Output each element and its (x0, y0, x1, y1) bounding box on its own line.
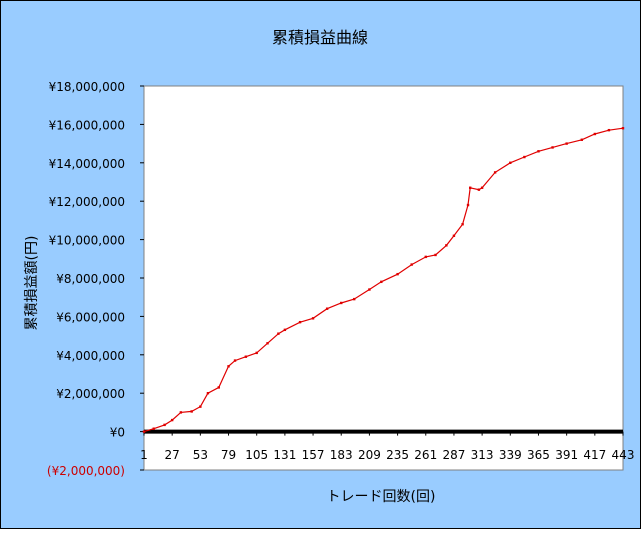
data-point (593, 132, 597, 136)
y-tick-label: (¥2,000,000) (47, 464, 125, 478)
x-tick-label: 131 (273, 448, 296, 462)
data-point (509, 161, 512, 164)
data-point (410, 263, 413, 266)
x-tick-label: 157 (302, 448, 325, 462)
y-axis-label: 累積損益額(円) (24, 236, 40, 331)
data-point (190, 410, 193, 413)
data-point (142, 430, 146, 433)
data-point (607, 128, 611, 132)
x-tick-label: 79 (221, 448, 236, 462)
series-layer (142, 127, 625, 434)
y-tick-label: ¥12,000,000 (49, 195, 125, 209)
cumulative-pl-line (143, 127, 624, 433)
x-axis-label: トレード回数(回) (327, 489, 436, 505)
x-tick-label: 261 (414, 448, 437, 462)
x-tick-label: 443 (612, 448, 635, 462)
data-point (199, 405, 202, 408)
data-point (353, 297, 356, 301)
data-point (477, 188, 481, 191)
x-tick-label: 53 (193, 448, 208, 462)
x-tick-label: 417 (583, 448, 606, 462)
x-tick-label: 391 (555, 448, 578, 462)
data-point (461, 223, 464, 226)
x-tick-label: 339 (499, 448, 522, 462)
y-tick-label: ¥16,000,000 (49, 118, 125, 132)
data-point (170, 418, 174, 422)
y-tick-label: ¥6,000,000 (56, 310, 125, 324)
data-point (434, 253, 437, 257)
data-point (298, 320, 302, 324)
data-point (537, 150, 540, 153)
x-tick-label: 235 (386, 448, 409, 462)
data-point (266, 342, 269, 345)
data-point (340, 301, 343, 305)
y-tick-label: ¥8,000,000 (56, 272, 125, 286)
chart-title: 累積損益曲線 (272, 28, 368, 47)
data-point (179, 411, 183, 414)
data-point (452, 234, 456, 237)
data-point (396, 272, 399, 276)
data-point (311, 317, 315, 320)
x-tick-label: 105 (245, 448, 268, 462)
data-point (277, 332, 280, 335)
data-point (255, 351, 258, 355)
data-point (233, 359, 237, 362)
x-tick-label: 183 (330, 448, 353, 462)
x-tick-label: 27 (165, 448, 180, 462)
data-point (152, 427, 155, 430)
x-tick-label: 1 (140, 448, 148, 462)
plot-area (143, 85, 624, 471)
y-tick-label: ¥4,000,000 (56, 349, 125, 363)
data-point (325, 307, 329, 310)
data-point (480, 186, 484, 189)
data-point (206, 392, 210, 395)
data-point (283, 328, 287, 332)
data-point (445, 244, 448, 247)
data-point (368, 288, 371, 291)
data-point (227, 365, 230, 368)
y-tick-label: ¥18,000,000 (49, 80, 125, 94)
data-point (621, 127, 625, 130)
y-tick-label: ¥14,000,000 (49, 157, 125, 171)
x-tick-label: 365 (527, 448, 550, 462)
x-axis-ticks: 1 27 53 79 105 131 157 183 209 235 261 287 313 339 365… (140, 431, 635, 462)
data-point (163, 423, 166, 427)
data-point (424, 255, 427, 259)
data-point (565, 142, 568, 145)
y-tick-label: ¥0 (110, 426, 125, 440)
y-tick-label: ¥2,000,000 (56, 387, 125, 401)
data-point (380, 280, 383, 284)
data-point (468, 186, 472, 189)
data-point (244, 355, 248, 358)
cumulative-pl-points (142, 127, 625, 433)
data-point (217, 386, 220, 389)
x-tick-label: 209 (358, 448, 381, 462)
data-point (580, 138, 584, 141)
data-point (523, 155, 526, 159)
y-tick-label: ¥10,000,000 (49, 234, 125, 248)
x-tick-label: 313 (471, 448, 494, 462)
y-axis-ticks: ¥18,000,000 ¥16,000,000 ¥14,000,000 ¥12,000… (47, 80, 144, 478)
data-point (466, 203, 470, 207)
data-point (493, 171, 497, 174)
x-tick-label: 287 (442, 448, 465, 462)
data-point (551, 146, 554, 149)
